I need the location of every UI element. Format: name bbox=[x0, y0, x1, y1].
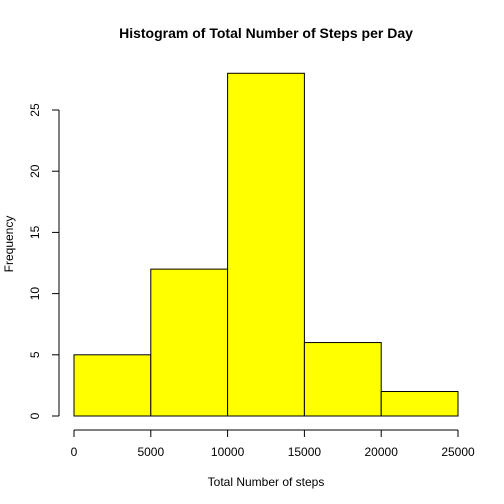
y-tick-label: 5 bbox=[28, 351, 42, 358]
y-tick-label: 15 bbox=[28, 225, 42, 239]
y-tick-label: 25 bbox=[28, 103, 42, 117]
x-tick-label: 20000 bbox=[365, 445, 399, 459]
histogram-bar-3 bbox=[303, 342, 382, 417]
y-axis: 0 5 10 15 20 25 bbox=[28, 103, 60, 419]
x-axis-label: Total Number of steps bbox=[208, 475, 325, 489]
histogram-bar-1 bbox=[150, 268, 229, 417]
x-tick-label: 15000 bbox=[288, 445, 322, 459]
x-tick-label: 25000 bbox=[441, 445, 475, 459]
histogram-bar-0 bbox=[73, 354, 152, 417]
x-axis: 0 5000 10000 15000 20000 25000 bbox=[71, 429, 475, 459]
y-tick-label: 20 bbox=[28, 164, 42, 178]
x-tick-label: 10000 bbox=[211, 445, 245, 459]
histogram-bar-2 bbox=[227, 72, 305, 417]
x-tick-label: 0 bbox=[71, 445, 78, 459]
histogram-bar-4 bbox=[380, 391, 459, 417]
y-tick-label: 10 bbox=[28, 287, 42, 301]
bars-group bbox=[73, 72, 459, 417]
chart-title: Histogram of Total Number of Steps per D… bbox=[119, 25, 413, 41]
x-tick-label: 5000 bbox=[137, 445, 164, 459]
y-axis-label: Frequency bbox=[2, 216, 16, 273]
y-tick-label: 0 bbox=[28, 412, 42, 419]
